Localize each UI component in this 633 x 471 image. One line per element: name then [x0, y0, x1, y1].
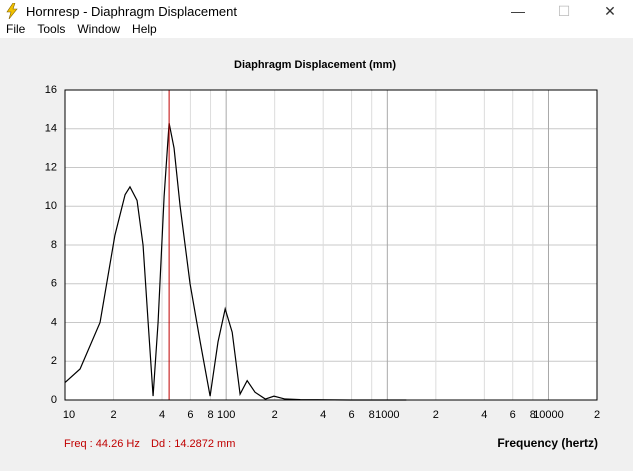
x-tick-label: 6: [187, 409, 193, 421]
line: [64, 123, 407, 401]
x-tick-label: 2: [594, 409, 600, 421]
x-tick-label: 8: [207, 409, 213, 421]
x-tick-label: 8: [530, 409, 536, 421]
y-tick-label: 12: [45, 161, 57, 173]
close-button[interactable]: ✕: [604, 2, 616, 19]
app-icon: [6, 3, 18, 19]
y-tick-label: 0: [51, 394, 57, 406]
x-tick-label: 2: [110, 409, 116, 421]
window-controls: — ☐ ✕: [495, 3, 633, 20]
x-tick-label: 10000: [533, 409, 564, 421]
y-tick-label: 2: [51, 355, 57, 367]
x-tick-label: 6: [349, 409, 355, 421]
x-tick-label: 4: [159, 409, 165, 421]
menu-item[interactable]: File: [6, 22, 26, 36]
y-tick-label: 4: [51, 316, 57, 328]
x-tick-label: 2: [433, 409, 439, 421]
menu-bar: File Tools Window Help: [0, 22, 633, 38]
menu-item[interactable]: Tools: [37, 22, 66, 36]
y-tick-label: 16: [45, 84, 57, 96]
x-tick-label: 4: [320, 409, 326, 421]
minimize-button[interactable]: —: [511, 2, 525, 19]
y-tick-label: 8: [51, 239, 57, 251]
title-bar: Hornresp - Diaphragm Displacement — ☐ ✕: [0, 0, 633, 22]
menu-item[interactable]: Help: [132, 22, 157, 36]
chart: Diaphragm Displacement (mm) Frequency (h…: [0, 38, 633, 471]
maximize-button[interactable]: ☐: [557, 2, 571, 19]
cursor-displacement: Dd : 14.2872 mm: [151, 438, 235, 450]
x-tick-label: 100: [217, 409, 235, 421]
y-tick-label: 10: [45, 200, 57, 212]
x-tick-label: 2: [272, 409, 278, 421]
x-tick-label: 10: [63, 409, 75, 421]
x-tick-label: 6: [510, 409, 516, 421]
window-title: Hornresp - Diaphragm Displacement: [26, 3, 237, 19]
plot-border: [64, 89, 598, 401]
y-tick-label: 6: [51, 278, 57, 290]
x-axis-title: Frequency (hertz): [497, 436, 598, 450]
menu-item[interactable]: Window: [77, 22, 121, 36]
chart-title: Diaphragm Displacement (mm): [234, 59, 396, 71]
x-tick-label: 8: [369, 409, 375, 421]
y-tick-label: 14: [45, 123, 57, 135]
cursor-frequency: Freq : 44.26 Hz: [64, 438, 140, 450]
x-tick-label: 4: [481, 409, 487, 421]
x-tick-label: 1000: [375, 409, 399, 421]
